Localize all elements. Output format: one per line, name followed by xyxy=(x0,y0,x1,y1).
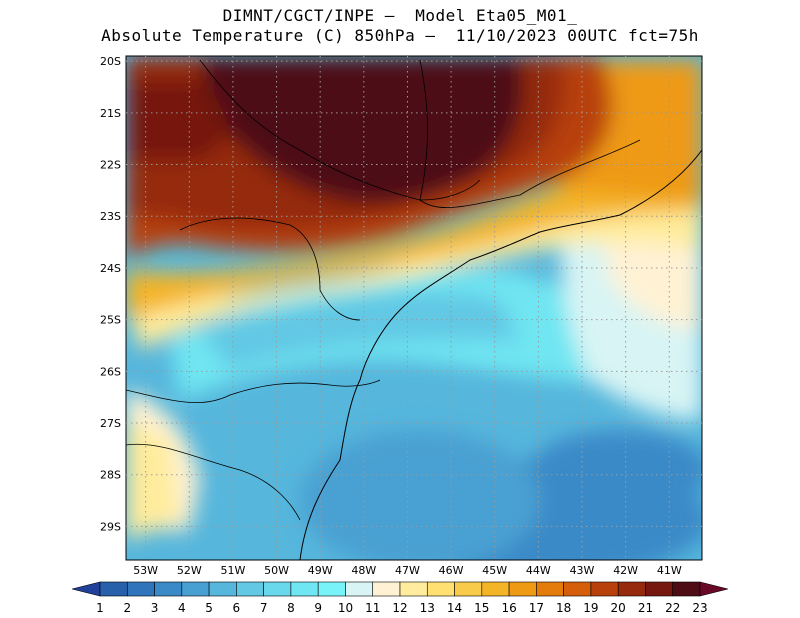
lat-tick-label: 24S xyxy=(100,262,121,275)
colorbar-label: 20 xyxy=(611,601,626,615)
colorbar-label: 4 xyxy=(178,601,186,615)
colorbar-swatch xyxy=(536,581,564,597)
colorbar: 1 2 3 4 5 6 7 8 9 10 11 12 13 14 15 16 17 18 19 20 21 22 23 xyxy=(71,581,729,615)
field-cyan-inner xyxy=(200,291,520,370)
field-orange-front xyxy=(126,160,702,320)
lon-tick-label: 53W xyxy=(133,564,158,577)
state-border-mg-sp xyxy=(199,59,481,201)
colorbar-swatch xyxy=(290,581,319,597)
colorbar-swatch xyxy=(508,581,537,597)
colorbar-swatch xyxy=(154,581,183,597)
field-hot-core xyxy=(200,56,524,204)
colorbar-label: 13 xyxy=(420,601,435,615)
colorbar-label: 9 xyxy=(314,601,322,615)
field-southwest-yellow xyxy=(126,420,180,540)
lon-tick-label: 48W xyxy=(351,564,376,577)
lon-tick-label: 49W xyxy=(308,564,333,577)
colorbar-swatch xyxy=(672,581,701,597)
lon-tick-label: 51W xyxy=(220,564,245,577)
colorbar-swatch xyxy=(454,581,483,597)
colorbar-arrow-right xyxy=(699,581,729,597)
colorbar-label: 15 xyxy=(474,601,489,615)
lon-tick-label: 52W xyxy=(177,564,202,577)
colorbar-swatch xyxy=(372,581,401,597)
colorbar-swatch xyxy=(317,581,346,597)
lon-tick-label: 42W xyxy=(613,564,638,577)
colorbar-label: 17 xyxy=(529,601,544,615)
colorbar-swatch xyxy=(208,581,237,597)
lat-tick-label: 21S xyxy=(100,107,121,120)
chart-title-line-2: Absolute Temperature (C) 850hPa – 11/10/… xyxy=(101,26,699,45)
chart-title-line-1: DIMNT/CGCT/INPE – Model Eta05_M01_ xyxy=(222,6,578,25)
colorbar-arrow-left xyxy=(71,581,101,597)
state-border-mg-rj xyxy=(419,59,641,209)
field-northwest-hot xyxy=(126,80,227,160)
colorbar-label: 16 xyxy=(501,601,516,615)
state-border-sc-pr xyxy=(125,379,381,404)
colorbar-label: 5 xyxy=(205,601,213,615)
lon-tick-label: 46W xyxy=(439,564,464,577)
colorbar-label: 19 xyxy=(583,601,598,615)
field-cool-south xyxy=(300,430,540,560)
lat-tick-label: 26S xyxy=(100,365,121,378)
colorbar-label: 12 xyxy=(392,601,407,615)
lon-tick-label: 41W xyxy=(657,564,682,577)
lat-tick-label: 28S xyxy=(100,469,121,482)
colorbar-swatch xyxy=(345,581,374,597)
lat-tick-label: 23S xyxy=(100,210,121,223)
colorbar-label: 1 xyxy=(96,601,104,615)
colorbar-label: 22 xyxy=(665,601,680,615)
colorbar-swatch xyxy=(99,581,128,597)
colorbar-label: 10 xyxy=(338,601,353,615)
state-border-sp-pr xyxy=(179,217,361,321)
colorbar-label: 14 xyxy=(447,601,462,615)
colorbar-swatch xyxy=(617,581,646,597)
colorbar-label: 21 xyxy=(638,601,653,615)
colorbar-swatch xyxy=(181,581,210,597)
lon-tick-label: 44W xyxy=(526,564,551,577)
colorbar-swatch xyxy=(126,581,155,597)
colorbar-swatch xyxy=(645,581,674,597)
colorbar-swatch xyxy=(426,581,455,597)
lat-tick-label: 25S xyxy=(100,314,121,327)
lat-tick-label: 27S xyxy=(100,417,121,430)
colorbar-swatch xyxy=(590,581,619,597)
temperature-field xyxy=(126,56,702,560)
coastline-and-borders xyxy=(125,59,703,561)
graticule: 20S 21S 22S 23S 24S 25S 26S 27S 28S 29S 53W 52W 51W 5… xyxy=(100,55,702,577)
plot-frame xyxy=(125,55,703,561)
colorbar-label: 11 xyxy=(365,601,380,615)
coastline xyxy=(299,149,703,561)
field-yellow-front xyxy=(126,190,702,350)
colorbar-label: 2 xyxy=(123,601,131,615)
colorbar-label: 18 xyxy=(556,601,571,615)
lon-tick-label: 43W xyxy=(570,564,595,577)
colorbar-label: 7 xyxy=(260,601,268,615)
field-cold-east xyxy=(530,430,702,510)
lon-tick-label: 45W xyxy=(482,564,507,577)
lat-tick-label: 20S xyxy=(100,55,121,68)
colorbar-swatch xyxy=(563,581,592,597)
lon-tick-label: 50W xyxy=(264,564,289,577)
colorbar-swatch xyxy=(399,581,428,597)
colorbar-swatch xyxy=(236,581,264,597)
state-border-rs-sc xyxy=(125,443,301,521)
colorbar-label: 3 xyxy=(151,601,159,615)
colorbar-label: 8 xyxy=(287,601,295,615)
lat-tick-label: 29S xyxy=(100,520,121,533)
lon-tick-label: 47W xyxy=(395,564,420,577)
colorbar-swatch xyxy=(481,581,510,597)
lat-tick-label: 22S xyxy=(100,159,121,172)
colorbar-swatch xyxy=(263,581,292,597)
colorbar-label: 6 xyxy=(233,601,241,615)
colorbar-label: 23 xyxy=(692,601,707,615)
